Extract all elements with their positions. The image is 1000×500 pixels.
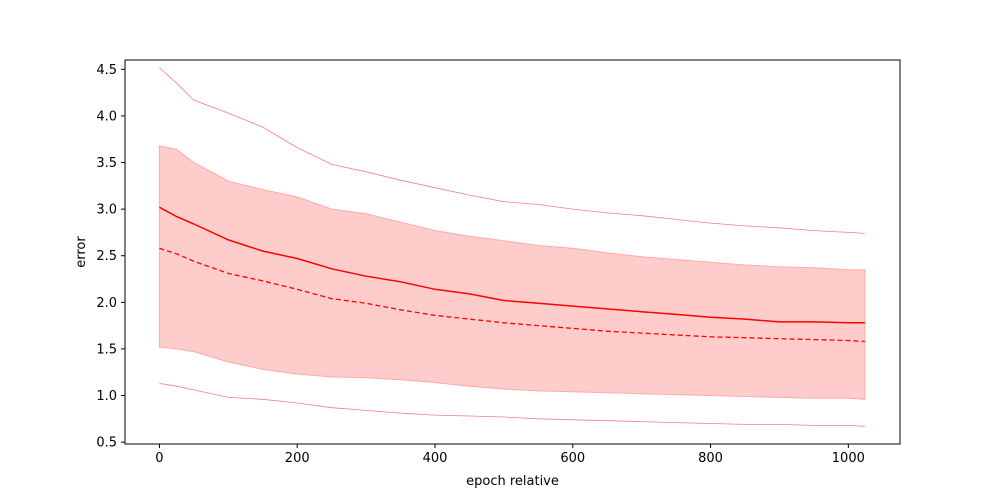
lower-envelope-line — [159, 383, 865, 427]
y-tick-label: 1.0 — [96, 389, 117, 404]
std-band — [158, 145, 866, 400]
plot-area — [158, 67, 866, 427]
y-tick-label: 4.5 — [96, 63, 117, 78]
dashed-series-line — [159, 247, 865, 343]
y-axis-label: error — [74, 236, 89, 268]
y-axis: 0.5 1.0 1.5 2.0 2.5 3.0 3.5 4.0 4.5 — [96, 63, 125, 451]
y-tick-label: 1.5 — [96, 342, 117, 357]
y-tick-label: 0.5 — [96, 436, 117, 451]
y-tick-label: 2.0 — [96, 296, 117, 311]
y-tick-label: 3.0 — [96, 203, 117, 218]
y-tick-label: 2.5 — [96, 249, 117, 264]
x-tick-label: 600 — [560, 451, 585, 466]
x-tick-label: 400 — [423, 451, 448, 466]
x-axis: 0 200 400 600 800 1000 — [155, 444, 865, 466]
y-tick-label: 3.5 — [96, 156, 117, 171]
x-axis-label: epoch relative — [466, 474, 559, 489]
x-tick-label: 200 — [285, 451, 310, 466]
x-tick-label: 800 — [698, 451, 723, 466]
y-tick-label: 4.0 — [96, 109, 117, 124]
upper-envelope-line — [159, 67, 865, 234]
solid-series-line — [159, 206, 865, 324]
plot-frame — [124, 59, 901, 445]
x-tick-label: 0 — [155, 451, 163, 466]
x-tick-label: 1000 — [832, 451, 865, 466]
